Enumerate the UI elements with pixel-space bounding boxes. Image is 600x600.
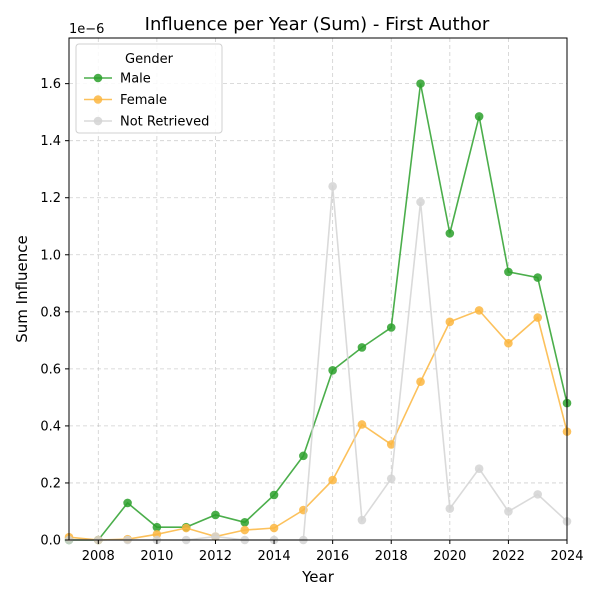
legend-swatch-marker bbox=[93, 73, 103, 83]
data-point bbox=[533, 490, 543, 499]
legend-swatch-marker bbox=[93, 95, 103, 104]
data-point bbox=[123, 498, 132, 508]
legend-swatch-marker bbox=[93, 116, 103, 126]
x-tick-label: 2012 bbox=[199, 549, 232, 564]
y-tick-label: 1.6 bbox=[40, 77, 61, 92]
data-point bbox=[240, 518, 250, 527]
chart-title: Influence per Year (Sum) - First Author bbox=[145, 14, 490, 35]
legend-entry-label: Female bbox=[120, 93, 167, 108]
data-point bbox=[357, 343, 367, 352]
y-tick-label: 0.4 bbox=[40, 419, 61, 434]
legend: Gender Male Female Not Retrieved bbox=[75, 43, 223, 134]
data-point bbox=[211, 532, 220, 541]
y-tick-label: 0.0 bbox=[40, 534, 61, 549]
data-point bbox=[416, 79, 425, 88]
data-point bbox=[269, 490, 279, 500]
data-point bbox=[416, 197, 425, 207]
y-axis-label: Sum Influence bbox=[13, 235, 31, 343]
data-point bbox=[504, 267, 513, 277]
axis-ticks: 2008 2010 2012 2014 2016 2018 2020 2022 2024 0.0 0… bbox=[40, 77, 583, 564]
x-tick-label: 2020 bbox=[433, 549, 466, 564]
legend-entry-label: Not Retrieved bbox=[120, 115, 209, 130]
data-point bbox=[474, 306, 484, 315]
y-tick-label: 0.2 bbox=[40, 476, 61, 491]
x-tick-label: 2022 bbox=[492, 549, 525, 564]
y-tick-label: 1.2 bbox=[40, 191, 61, 206]
plot-frame bbox=[68, 37, 568, 541]
x-tick-label: 2014 bbox=[258, 549, 291, 564]
data-point bbox=[328, 475, 337, 485]
y-tick-label: 0.6 bbox=[40, 362, 61, 377]
data-point bbox=[269, 523, 279, 533]
x-tick-label: 2024 bbox=[550, 549, 583, 564]
data-point bbox=[357, 515, 367, 525]
data-point bbox=[211, 510, 220, 520]
y-tick-label: 1.4 bbox=[40, 134, 61, 149]
data-point bbox=[504, 507, 513, 516]
data-point bbox=[386, 474, 396, 483]
data-point bbox=[328, 182, 337, 191]
data-point bbox=[328, 365, 337, 375]
legend-title: Gender bbox=[125, 52, 174, 67]
data-point bbox=[474, 464, 484, 473]
data-point bbox=[240, 525, 250, 535]
data-point bbox=[152, 522, 162, 532]
series-female bbox=[64, 306, 572, 545]
series-not-retrieved bbox=[64, 182, 572, 545]
series-line bbox=[68, 309, 568, 541]
data-point bbox=[416, 377, 425, 386]
legend-box bbox=[75, 43, 223, 134]
y-multiplier-label: 1e−6 bbox=[69, 22, 104, 37]
data-point bbox=[386, 440, 396, 449]
data-point bbox=[445, 229, 455, 238]
x-tick-label: 2010 bbox=[140, 549, 173, 564]
y-tick-label: 0.8 bbox=[40, 305, 61, 320]
data-point bbox=[299, 451, 308, 461]
x-tick-label: 2008 bbox=[82, 549, 115, 564]
data-point bbox=[357, 420, 367, 429]
data-point bbox=[445, 504, 455, 513]
series-line bbox=[69, 186, 568, 541]
data-point bbox=[504, 338, 513, 348]
data-point bbox=[181, 523, 191, 533]
data-point bbox=[533, 273, 543, 282]
x-axis-label: Year bbox=[301, 568, 335, 586]
data-point bbox=[474, 112, 484, 121]
legend-entry-label: Male bbox=[120, 72, 151, 87]
data-point bbox=[533, 313, 543, 322]
y-tick-label: 1.0 bbox=[40, 248, 61, 263]
data-point bbox=[386, 323, 396, 332]
data-point bbox=[445, 317, 455, 327]
series-line bbox=[69, 83, 568, 541]
x-tick-label: 2016 bbox=[316, 549, 349, 564]
x-tick-label: 2018 bbox=[375, 549, 408, 564]
